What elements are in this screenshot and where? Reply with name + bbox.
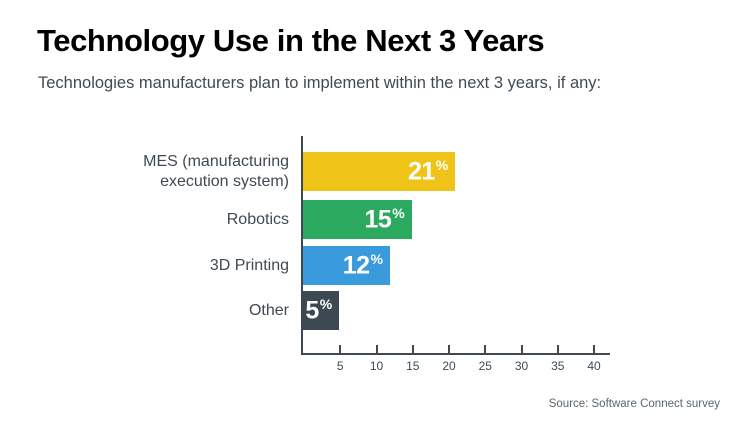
x-axis-tick [448, 345, 450, 353]
x-axis-tick [556, 345, 559, 353]
bar-value-label: 5% [305, 296, 333, 325]
bar-row[interactable]: 21% [303, 152, 456, 191]
category-label: MES (manufacturing execution system) [143, 153, 289, 190]
bar-segment[interactable]: 12% [303, 246, 390, 285]
chart-subtitle: Technologies manufacturers plan to imple… [38, 74, 602, 92]
x-axis-tick-label: 10 [369, 359, 384, 373]
percent-sign: % [392, 205, 405, 222]
x-axis-tick-label: 25 [478, 359, 492, 373]
bar-value-label: 21% [407, 157, 449, 186]
category-label: Robotics [226, 210, 289, 228]
x-axis-tick [411, 345, 414, 353]
x-axis-tick-label: 15 [406, 359, 420, 373]
bar-value-label: 15% [364, 205, 405, 234]
bar-segment[interactable]: 15% [303, 200, 412, 239]
category-label: 3D Printing [209, 256, 289, 274]
source-note: Source: Software Connect survey [548, 398, 720, 410]
y-axis-line [301, 136, 303, 355]
bar-value-label: 12% [342, 251, 383, 280]
x-axis-tick [375, 345, 378, 353]
bar-row[interactable]: 12% [303, 246, 390, 285]
x-axis-tick [484, 345, 487, 353]
percent-sign: % [435, 157, 449, 174]
x-axis-tick-label: 20 [442, 359, 456, 373]
bar-segment[interactable]: 21% [303, 152, 456, 191]
percent-sign: % [319, 296, 333, 313]
x-axis-line [301, 353, 610, 355]
x-axis-tick-label: 30 [514, 359, 529, 373]
bar-row[interactable]: 15% [303, 200, 412, 239]
x-axis-tick [593, 345, 595, 353]
x-axis-tick-label: 5 [336, 359, 344, 373]
x-axis-tick-label: 40 [587, 359, 601, 373]
bar-segment[interactable]: 5% [303, 291, 340, 330]
percent-sign: % [370, 251, 383, 268]
page-title: Technology Use in the Next 3 Years [37, 23, 545, 58]
x-axis-tick-label: 35 [551, 359, 565, 373]
bar-row[interactable]: 5% [303, 291, 340, 330]
category-label: Other [248, 301, 289, 319]
x-axis-tick [339, 345, 342, 353]
x-axis-tick [520, 345, 523, 353]
